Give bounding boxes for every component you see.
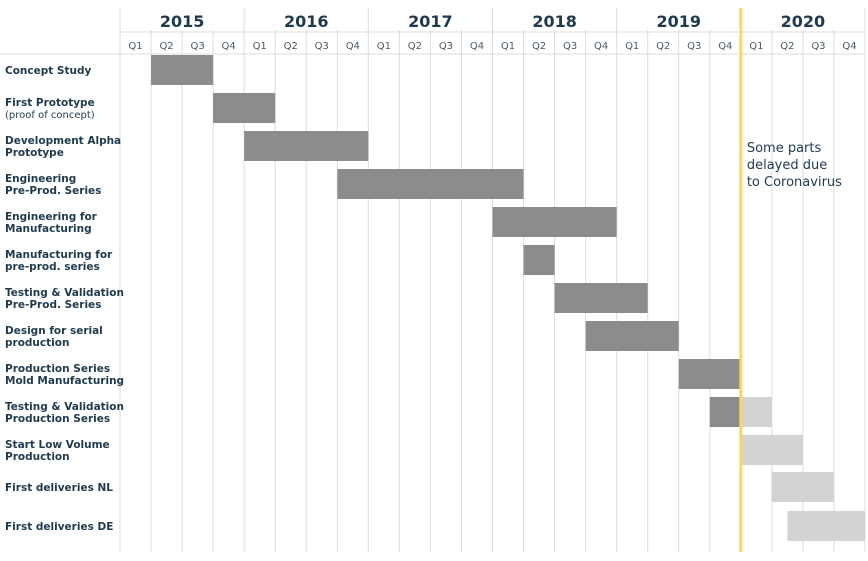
- quarter-label: Q2: [284, 41, 298, 52]
- task-bar: [213, 93, 276, 123]
- task-label: Concept Study: [5, 65, 92, 77]
- quarter-label: Q1: [625, 41, 639, 52]
- quarter-label: Q3: [190, 41, 204, 52]
- task-label: (proof of concept): [5, 110, 95, 121]
- quarter-label: Q1: [377, 41, 391, 52]
- task-label: Testing & Validation: [5, 287, 124, 299]
- task-bar: [244, 131, 369, 161]
- task-label: Development Alpha: [5, 135, 121, 147]
- quarter-label: Q4: [718, 41, 732, 52]
- quarter-label: Q1: [128, 41, 142, 52]
- task-label: Testing & Validation: [5, 401, 124, 413]
- task-label: First deliveries DE: [5, 521, 113, 533]
- task-label: Engineering: [5, 173, 76, 185]
- task-label: Production: [5, 451, 70, 463]
- quarter-label: Q1: [501, 41, 515, 52]
- annotation-text: delayed due: [747, 158, 827, 173]
- task-label: Pre-Prod. Series: [5, 299, 101, 311]
- task-label: First Prototype: [5, 97, 95, 109]
- task-label: Prototype: [5, 147, 64, 159]
- task-bar-delayed: [771, 472, 834, 502]
- task-bar: [523, 245, 555, 275]
- year-label: 2015: [160, 12, 205, 31]
- task-bar: [337, 169, 524, 199]
- task-label: Pre-Prod. Series: [5, 185, 101, 197]
- task-label: Production Series: [5, 363, 110, 375]
- task-bar: [492, 207, 617, 237]
- year-label: 2017: [408, 12, 453, 31]
- year-label: 2020: [781, 12, 826, 31]
- task-label: Mold Manufacturing: [5, 375, 124, 387]
- task-label: Engineering for: [5, 211, 98, 223]
- quarter-label: Q3: [439, 41, 453, 52]
- quarter-label: Q3: [811, 41, 825, 52]
- task-bar-delayed: [740, 435, 803, 465]
- task-bar: [709, 397, 741, 427]
- year-label: 2018: [532, 12, 577, 31]
- task-label: Production Series: [5, 413, 110, 425]
- task-bar: [678, 359, 741, 389]
- task-bar-delayed: [787, 511, 865, 541]
- quarter-label: Q3: [315, 41, 329, 52]
- task-label: Start Low Volume: [5, 439, 110, 451]
- task-bar: [554, 283, 648, 313]
- quarter-label: Q4: [346, 41, 360, 52]
- task-label: Manufacturing for: [5, 249, 113, 261]
- quarter-label: Q4: [470, 41, 484, 52]
- quarter-label: Q4: [594, 41, 608, 52]
- year-label: 2019: [656, 12, 701, 31]
- quarter-label: Q2: [159, 41, 173, 52]
- task-label: Manufacturing: [5, 223, 92, 235]
- quarter-label: Q2: [656, 41, 670, 52]
- task-bar: [151, 55, 214, 85]
- quarter-label: Q1: [253, 41, 267, 52]
- task-label: production: [5, 337, 69, 349]
- annotation-text: Some parts: [747, 141, 822, 156]
- quarter-label: Q1: [749, 41, 763, 52]
- quarter-label: Q3: [563, 41, 577, 52]
- task-bar: [585, 321, 679, 351]
- quarter-label: Q2: [532, 41, 546, 52]
- task-bar-delayed: [740, 397, 772, 427]
- quarter-label: Q2: [408, 41, 422, 52]
- quarter-label: Q3: [687, 41, 701, 52]
- task-label: Design for serial: [5, 325, 103, 337]
- task-label: First deliveries NL: [5, 482, 113, 494]
- quarter-label: Q4: [842, 41, 856, 52]
- task-label: pre-prod. series: [5, 261, 100, 273]
- quarter-label: Q4: [222, 41, 236, 52]
- quarter-label: Q2: [780, 41, 794, 52]
- year-label: 2016: [284, 12, 329, 31]
- annotation-text: to Coronavirus: [747, 175, 842, 190]
